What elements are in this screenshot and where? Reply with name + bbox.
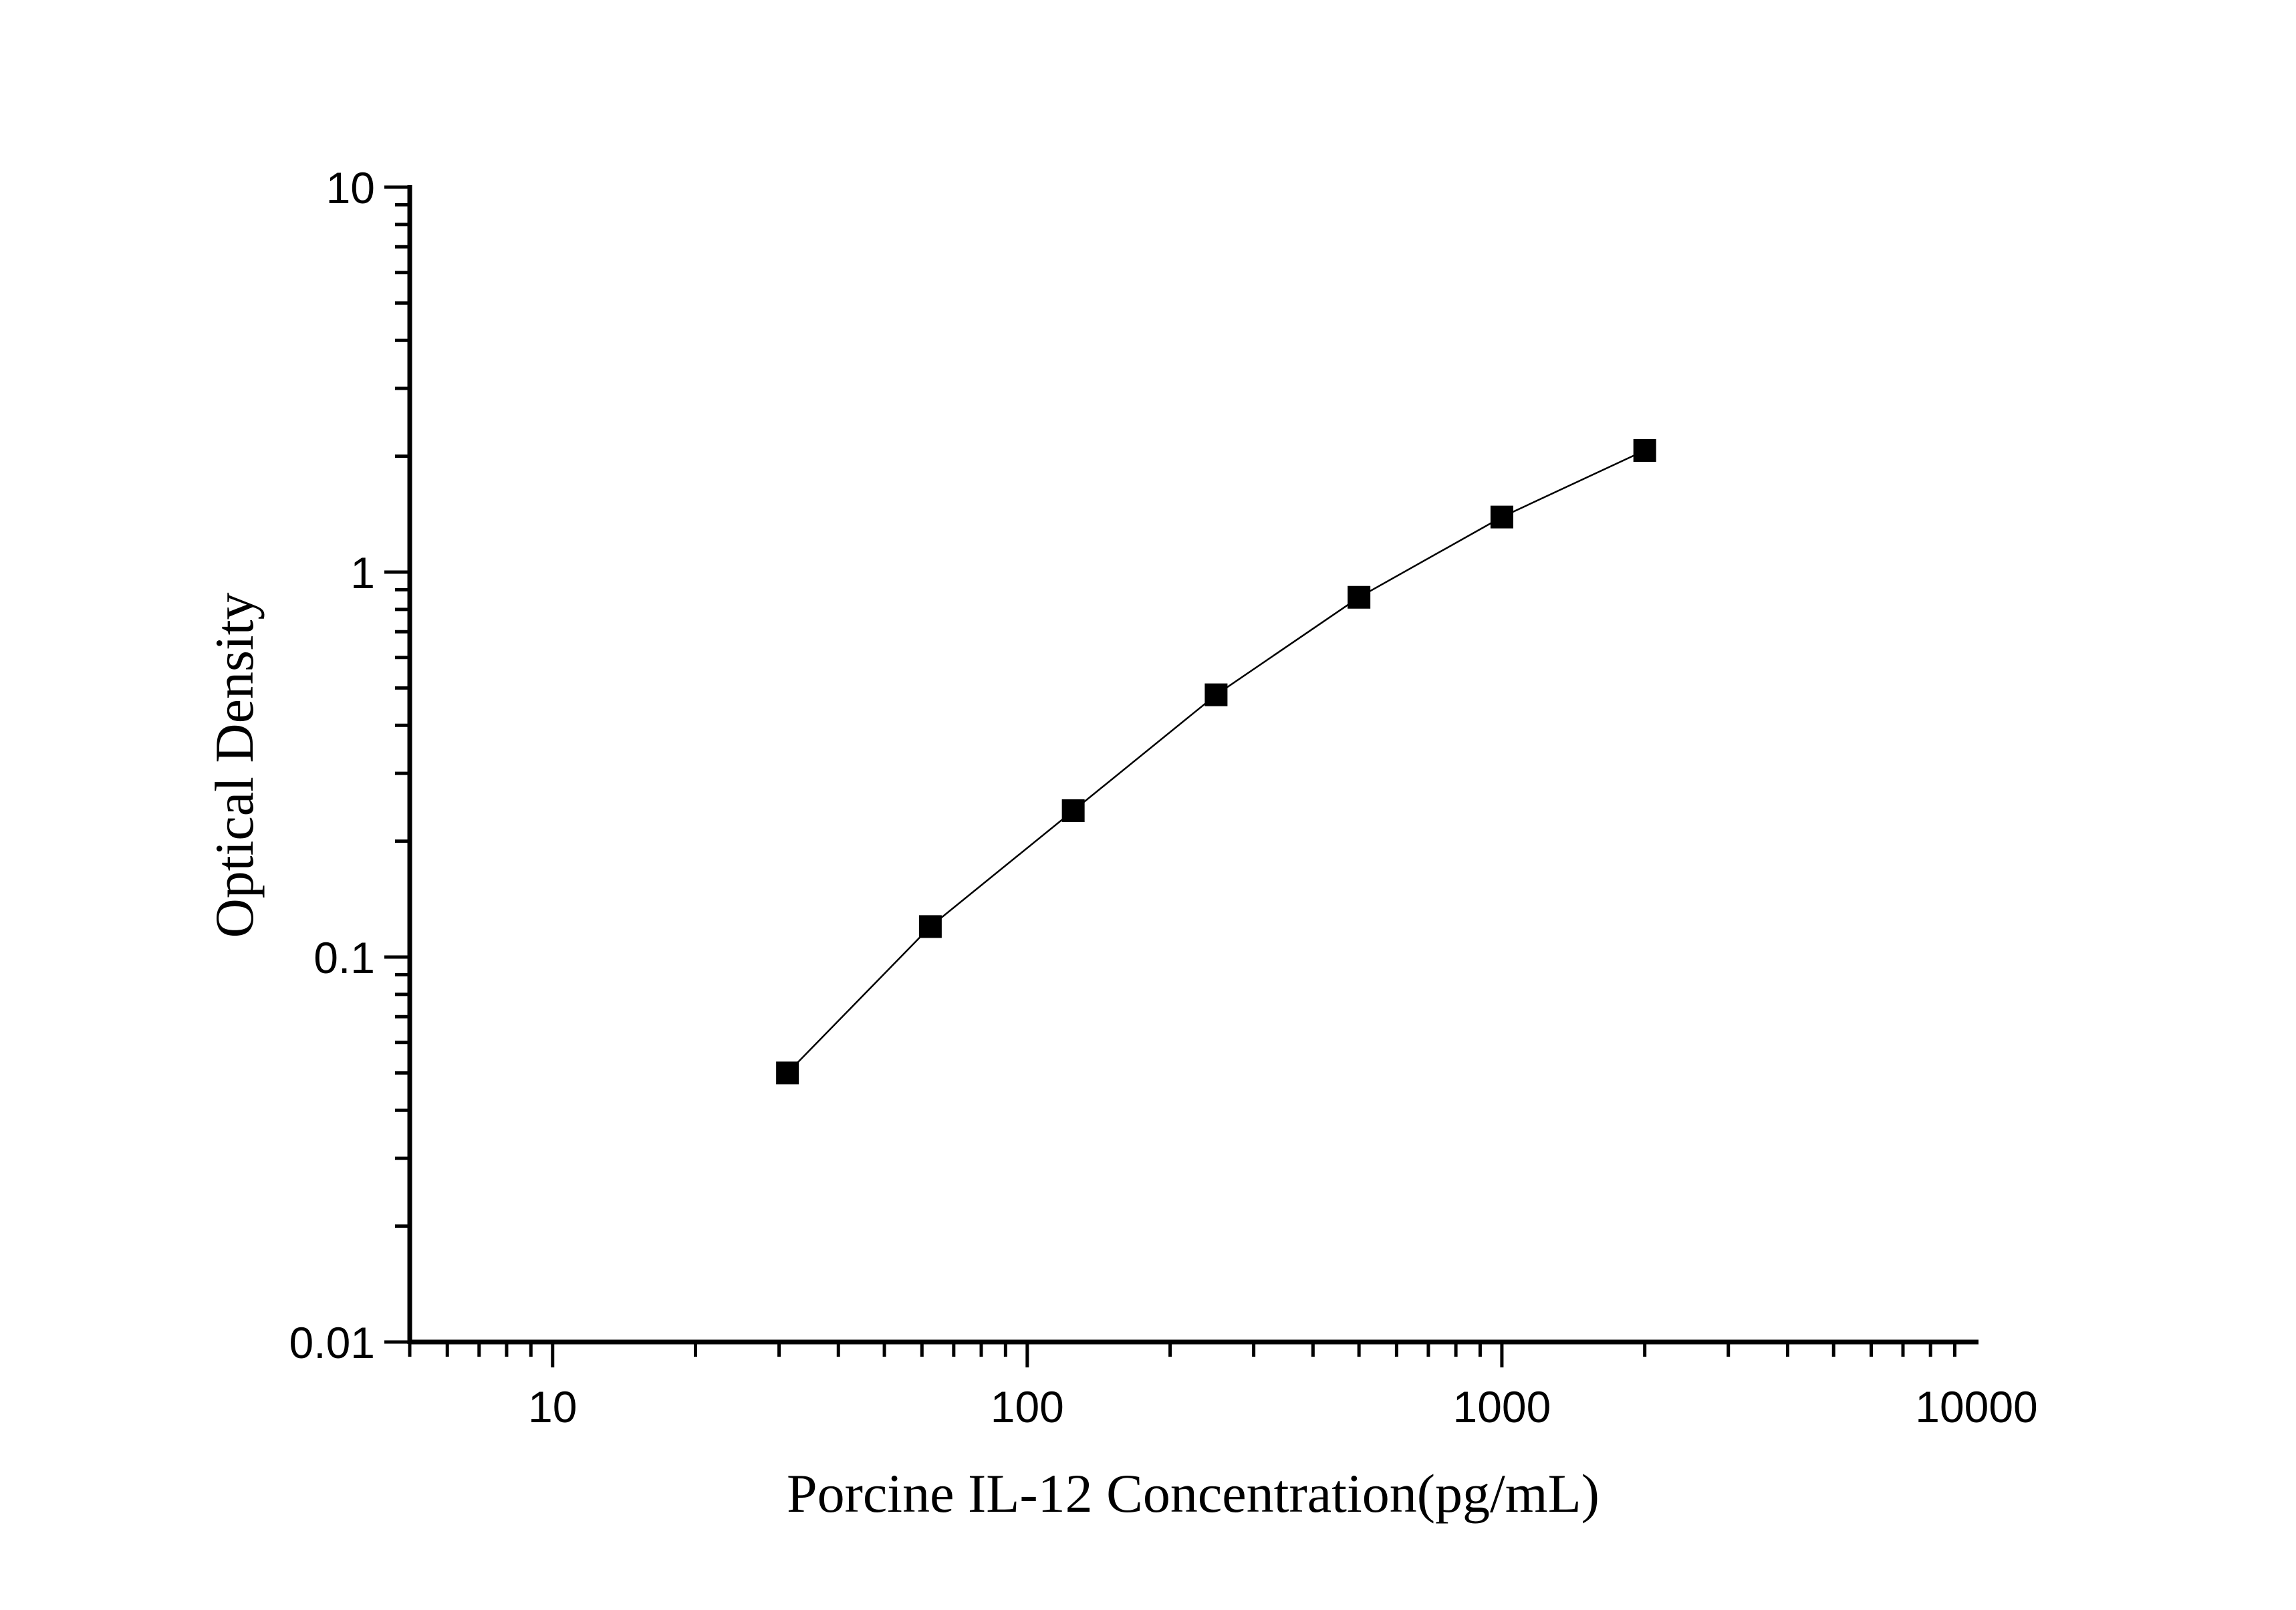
y-tick-label: 0.1 [313, 933, 375, 982]
data-point [1061, 799, 1085, 822]
data-point [776, 1061, 799, 1085]
data-point [1204, 683, 1228, 706]
series-line [787, 449, 1646, 1074]
y-tick-label: 10 [326, 163, 375, 213]
x-tick-label: 10 [528, 1382, 577, 1432]
axes [407, 185, 1979, 1345]
y-axis-title: Optical Density [204, 593, 265, 938]
x-tick-label: 1000 [1453, 1382, 1551, 1432]
series [776, 439, 1656, 1085]
ticks: 10 100 1000 10000 0.01 0.1 1 10 [289, 163, 2038, 1432]
x-tick-label: 100 [991, 1382, 1064, 1432]
data-point [1348, 585, 1371, 609]
data-point [1490, 505, 1513, 529]
y-tick-label: 1 [350, 548, 375, 597]
data-point [918, 915, 942, 938]
y-tick-label: 0.01 [289, 1318, 375, 1367]
x-axis-title: Porcine IL-12 Concentration(pg/mL) [787, 1463, 1600, 1524]
data-point [1633, 439, 1656, 462]
x-tick-label: 10000 [1915, 1382, 2038, 1432]
